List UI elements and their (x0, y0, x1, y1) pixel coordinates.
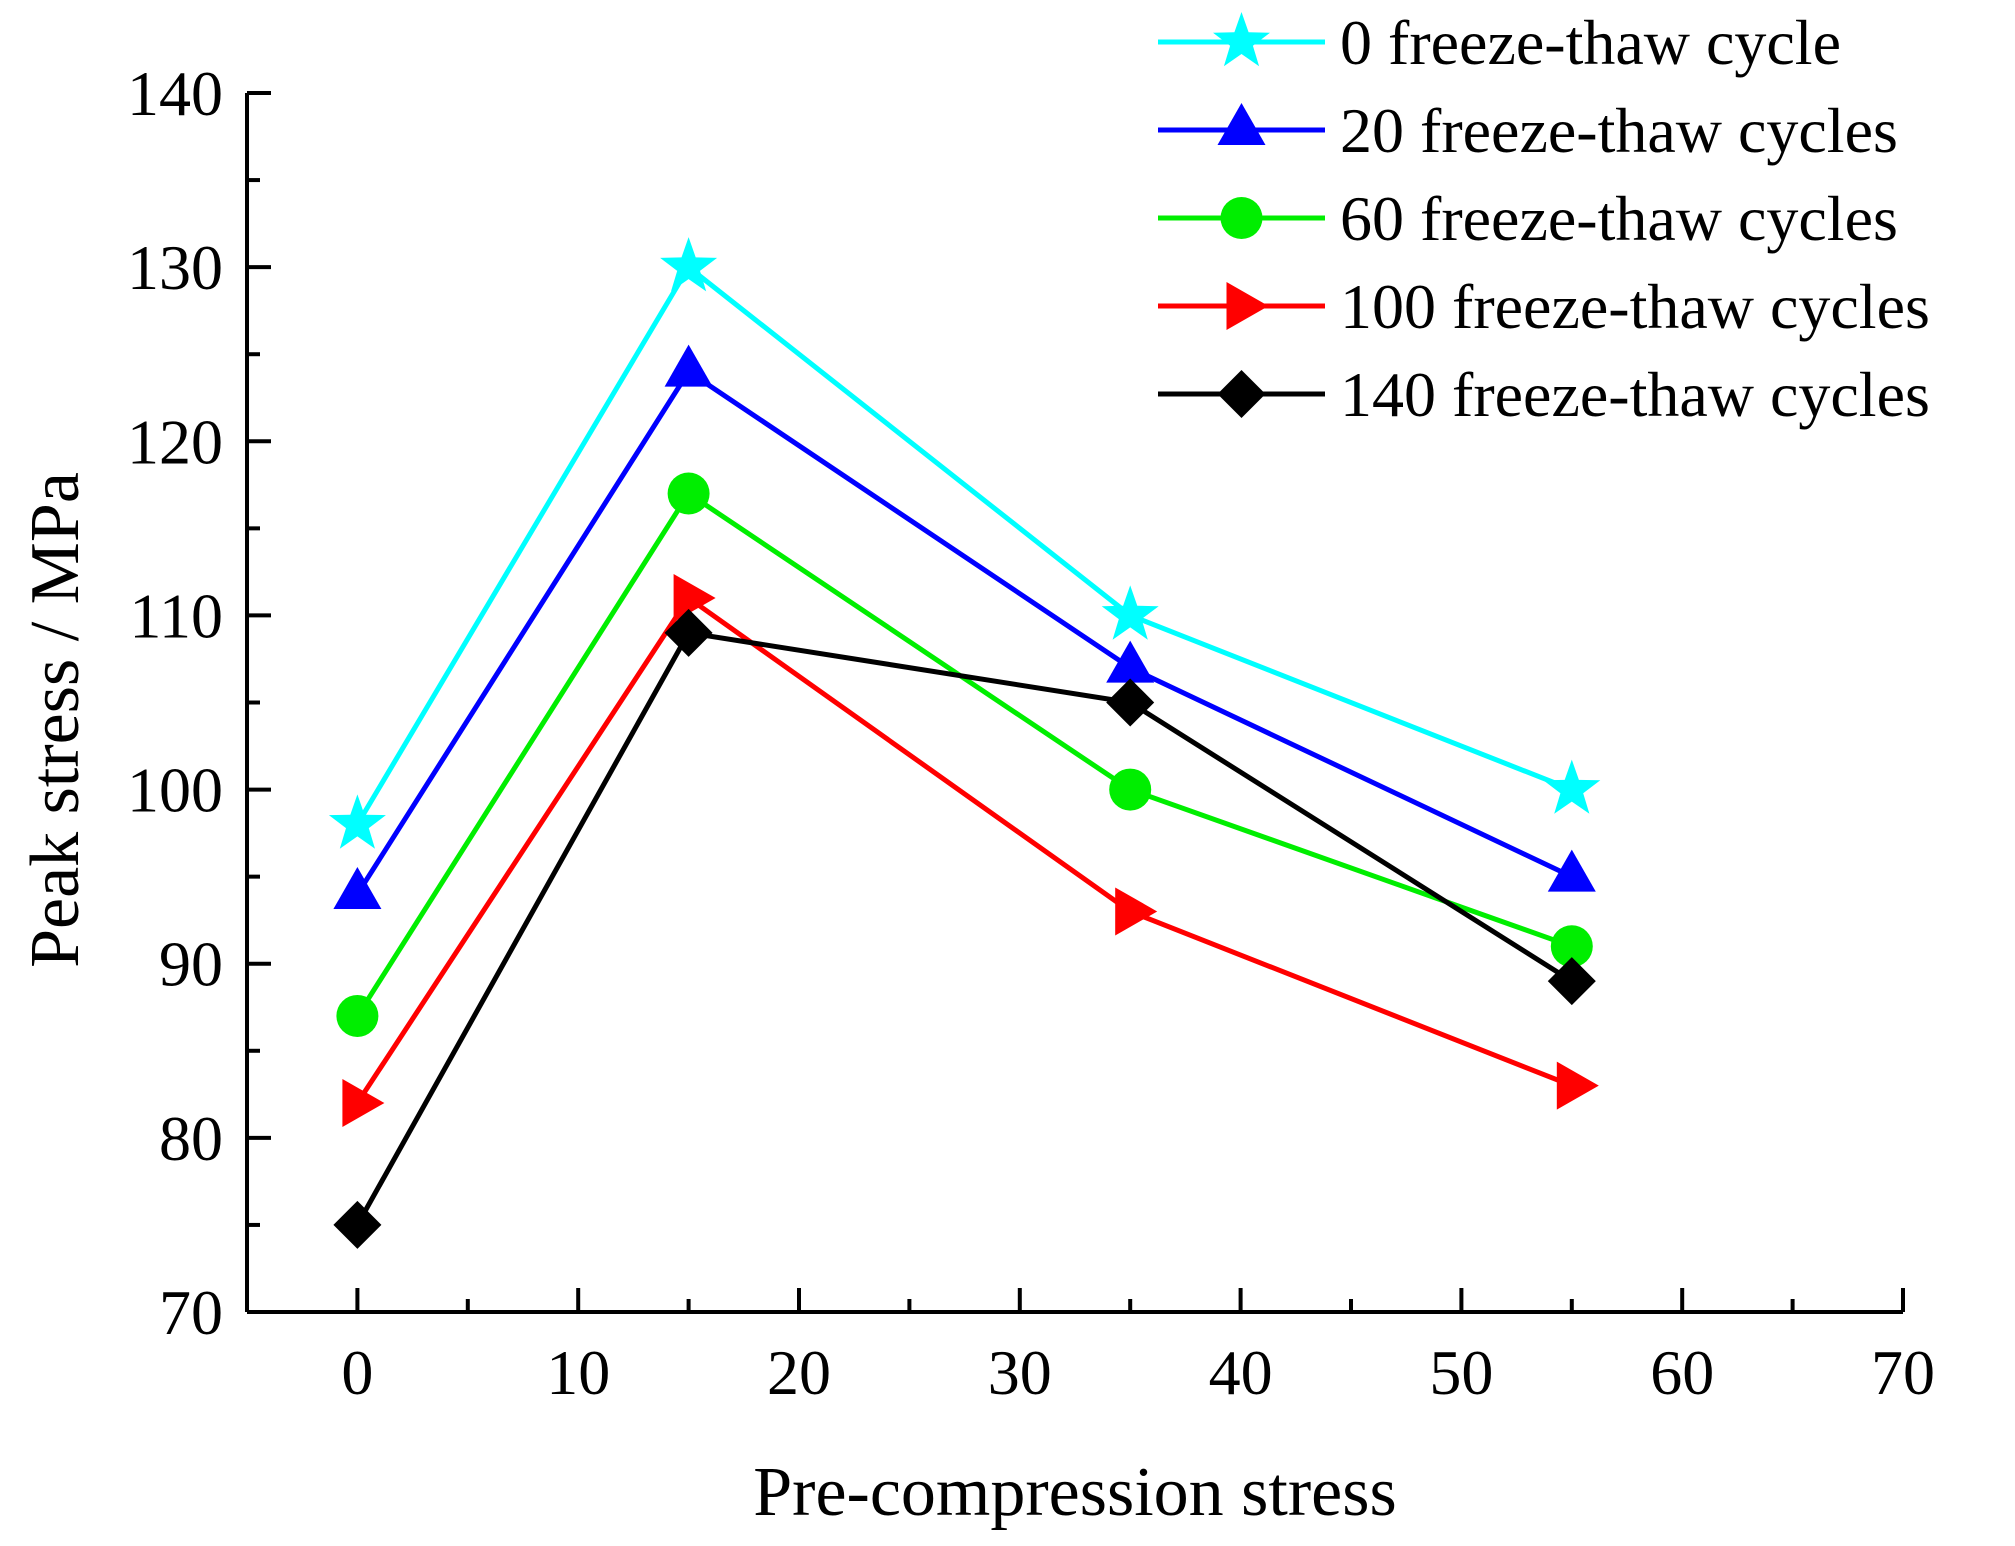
legend-marker (1217, 370, 1266, 418)
legend-label: 20 freeze-thaw cycles (1340, 95, 1898, 166)
y-tick-label: 130 (127, 232, 223, 303)
data-point-marker (1115, 887, 1158, 936)
series-lines (355, 264, 1574, 1227)
legend-label: 100 freeze-thaw cycles (1340, 271, 1930, 342)
x-tick-label: 20 (767, 1337, 831, 1408)
x-tick-label: 60 (1650, 1337, 1714, 1408)
legend-marker (1213, 12, 1270, 67)
data-point-marker (1547, 957, 1596, 1006)
data-point-marker (1556, 1061, 1599, 1110)
data-point-marker (1106, 678, 1155, 727)
data-point-marker (333, 867, 382, 910)
axes: 0 10 20 30 40 50 60 70 70 80 90 100 110 120 130 140 (127, 58, 1935, 1408)
series-line-2 (355, 491, 1573, 1018)
legend: 0 freeze-thaw cycle 20 freeze-thaw cycles… (1158, 7, 1930, 430)
x-tick-label: 0 (341, 1337, 373, 1408)
data-point-marker (664, 608, 713, 657)
x-axis-title: Pre-compression stress (753, 1454, 1397, 1531)
series-markers (328, 237, 1601, 1249)
y-tick-label: 70 (159, 1277, 223, 1348)
legend-label: 0 freeze-thaw cycle (1340, 7, 1841, 78)
y-tick-label: 80 (159, 1103, 223, 1174)
y-tick-label: 100 (127, 755, 223, 826)
data-point-marker (342, 1079, 385, 1128)
series-line-1 (355, 369, 1573, 896)
x-tick-label: 40 (1209, 1337, 1273, 1408)
data-point-marker (660, 237, 718, 292)
data-point-marker (673, 574, 716, 623)
series-line-3 (355, 595, 1573, 1105)
data-point-marker (333, 1200, 382, 1249)
data-point-marker (664, 344, 713, 387)
x-tick-label: 10 (546, 1337, 610, 1408)
y-tick-label: 120 (127, 406, 223, 477)
legend-marker (1217, 103, 1266, 145)
y-tick-label: 140 (127, 58, 223, 129)
x-tick-label: 50 (1429, 1337, 1493, 1408)
data-point-marker (328, 794, 386, 849)
legend-marker (1220, 197, 1263, 239)
y-tick-label: 110 (129, 580, 223, 651)
data-point-marker (667, 472, 710, 515)
legend-label: 60 freeze-thaw cycles (1340, 183, 1898, 254)
data-point-marker (1101, 585, 1159, 640)
data-point-marker (336, 994, 379, 1037)
y-tick-label: 90 (159, 929, 223, 1000)
legend-marker (1226, 282, 1269, 330)
data-point-marker (1547, 849, 1596, 892)
data-point-marker (1543, 759, 1601, 814)
data-point-marker (1550, 925, 1593, 968)
legend-label: 140 freeze-thaw cycles (1340, 359, 1930, 430)
data-point-marker (1109, 768, 1152, 811)
y-axis-title: Peak stress / MPa (17, 472, 94, 968)
data-point-marker (1106, 640, 1155, 683)
series-line-4 (355, 630, 1574, 1227)
x-tick-label: 30 (988, 1337, 1052, 1408)
series-line-0 (355, 264, 1573, 826)
x-tick-label: 70 (1871, 1337, 1935, 1408)
